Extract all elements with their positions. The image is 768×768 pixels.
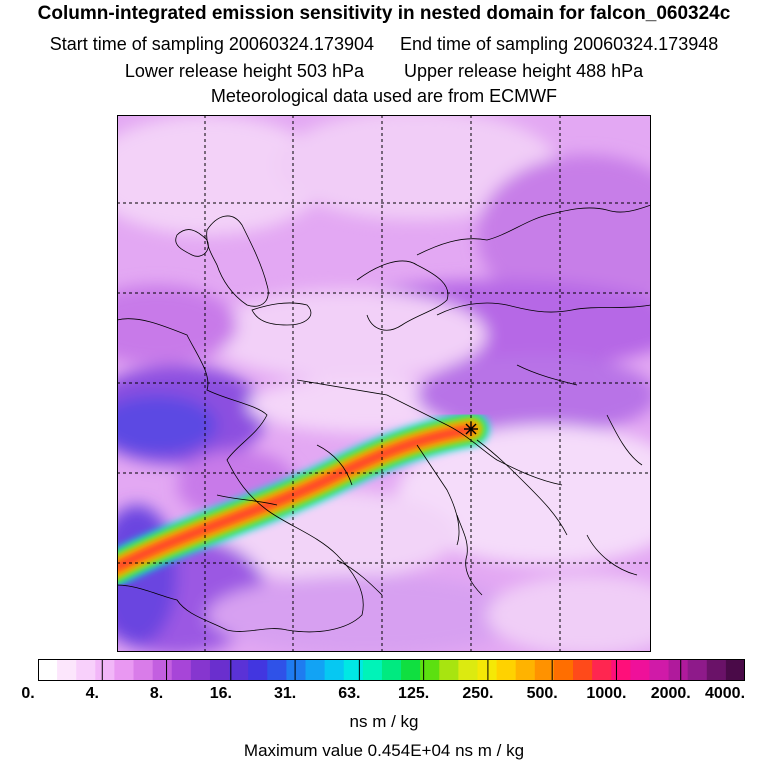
colorbar-cell (630, 659, 651, 681)
colorbar-cell (458, 659, 479, 681)
map-title: Column-integrated emission sensitivity i… (37, 3, 731, 24)
colorbar-cell (114, 659, 135, 681)
max-value-label: Maximum value 0.454E+04 ns m / kg (243, 741, 525, 760)
colorbar-units: ns m / kg (349, 712, 419, 731)
colorbar-cell (267, 659, 288, 681)
colorbar-tick-label: 125. (398, 685, 430, 702)
sampling-times: Start time of sampling 20060324.173904 En… (0, 34, 768, 55)
colorbar-cell (553, 659, 574, 681)
colorbar-cell (381, 659, 402, 681)
start-time-label: Start time of sampling 20060324.173904 (49, 34, 374, 54)
release-heights: Lower release height 503 hPa Upper releas… (0, 61, 768, 82)
release-site-marker (464, 422, 478, 436)
colorbar-cell (649, 659, 670, 681)
upper-release-label: Upper release height 488 hPa (404, 61, 644, 81)
colorbar-cell (190, 659, 211, 681)
colorbar-cell (439, 659, 459, 681)
colorbar-cell (95, 659, 116, 681)
colorbar-cell (248, 659, 268, 681)
colorbar-tick-label: 250. (462, 685, 494, 702)
colorbar-cell (133, 659, 154, 681)
colorbar-cell (687, 659, 708, 681)
colorbar-tick-label: 31. (273, 685, 297, 702)
colorbar-cell (592, 659, 612, 681)
colorbar-cell (229, 659, 249, 681)
sensitivity-map (117, 115, 651, 652)
colorbar-cell (38, 659, 58, 681)
colorbar-cell (496, 659, 517, 681)
colorbar-tick-label: 63. (338, 685, 361, 702)
colorbar-tick-label: 4. (85, 685, 99, 702)
colorbar-tick-label: 1000. (586, 685, 627, 702)
colorbar-cell (573, 659, 593, 681)
map-frame (117, 115, 651, 652)
colorbar-tick-label: 16. (209, 685, 232, 702)
colorbar-tick-label: 500. (526, 685, 558, 702)
end-time-label: End time of sampling 20060324.173948 (400, 34, 719, 54)
colorbar-cell (611, 659, 631, 681)
colorbar-cell (76, 659, 96, 681)
colorbar-tick-label: 4000. (704, 685, 746, 702)
colorbar-cell (286, 659, 307, 681)
colorbar-cell (706, 659, 727, 681)
colorbar-cell (171, 659, 192, 681)
colorbar-cell (324, 659, 345, 681)
colorbar-cell (725, 659, 745, 681)
colorbar-tick-label: 2000. (650, 685, 691, 702)
colorbar-cell (515, 659, 536, 681)
lower-release-label: Lower release height 503 hPa (124, 61, 364, 81)
colorbar-cell (152, 659, 173, 681)
colorbar-tick-label: 8. (149, 685, 164, 702)
colorbar-cell (477, 659, 498, 681)
colorbar-cell (57, 659, 77, 681)
graticule (117, 115, 651, 652)
colorbar-cell (668, 659, 689, 681)
colorbar-cell (534, 659, 555, 681)
emission-plume (117, 412, 489, 587)
colorbar-tick-label: 0. (21, 685, 35, 702)
colorbar-cell (209, 659, 230, 681)
colorbar-cell (420, 659, 440, 681)
colorbar-cell (343, 659, 364, 681)
colorbar (38, 659, 745, 681)
met-data-label: Meteorological data used are from ECMWF (210, 86, 558, 106)
colorbar-cell (305, 659, 326, 681)
colorbar-cell (362, 659, 383, 681)
colorbar-cell (401, 659, 421, 681)
